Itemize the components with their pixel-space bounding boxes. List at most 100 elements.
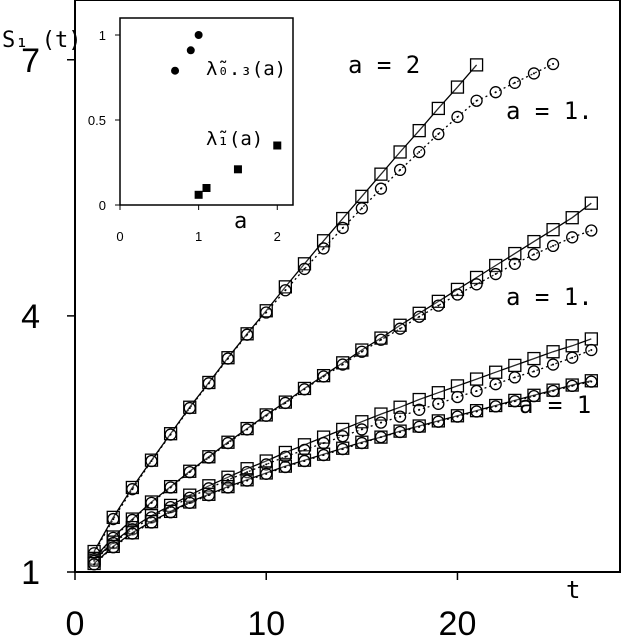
inset-frame (119, 17, 294, 206)
series-line (93, 380, 592, 565)
data-point-center (532, 395, 535, 398)
data-point-center (169, 511, 172, 514)
data-point-center (188, 407, 191, 410)
data-point (336, 211, 350, 226)
data-point-center (265, 472, 268, 475)
inset-data-point (194, 190, 203, 199)
data-point (584, 332, 598, 346)
data-point-center (341, 226, 344, 229)
inset-x-tick-label: 1 (195, 229, 202, 244)
data-point-center (360, 207, 363, 210)
data-point-center (322, 454, 325, 457)
x-tick-label: 0 (66, 605, 85, 643)
data-point-center (475, 283, 478, 286)
data-point-center (131, 518, 134, 521)
data-point-center (265, 414, 268, 417)
data-point (412, 392, 426, 407)
data-point (450, 80, 465, 94)
data-point-center (437, 420, 440, 423)
series-line (93, 380, 592, 564)
data-point-center (571, 236, 574, 239)
data-point-center (284, 455, 287, 458)
data-point-center (341, 363, 344, 366)
data-point-center (246, 479, 249, 482)
series-5 (87, 343, 598, 568)
data-point-center (532, 253, 535, 256)
data-point-center (571, 384, 574, 387)
data-point (278, 445, 293, 460)
series-annotation: a = 1 (519, 391, 591, 419)
data-point-center (456, 415, 459, 418)
data-point (565, 211, 579, 225)
data-point-center (188, 501, 191, 504)
data-point-center (150, 521, 153, 524)
data-point (469, 372, 484, 386)
data-point-center (379, 436, 382, 439)
data-point (546, 345, 560, 359)
data-point-center (131, 488, 134, 491)
data-point-center (150, 501, 153, 504)
data-point (584, 196, 598, 210)
data-point (489, 258, 503, 273)
data-point-center (112, 518, 115, 521)
x-tick-label: 10 (247, 605, 285, 643)
data-point-center (303, 388, 306, 391)
data-point-center (418, 150, 421, 153)
data-point-center (494, 273, 497, 276)
data-point-center (284, 289, 287, 292)
data-point-center (532, 72, 535, 75)
inset-x-tick-label: 0 (116, 229, 123, 244)
data-point-center (322, 375, 325, 378)
data-point-center (379, 338, 382, 341)
data-point-center (418, 408, 421, 411)
y-tick-label: 4 (21, 298, 40, 336)
inset-data-point (233, 165, 242, 174)
inset-x-tick-label: 2 (274, 229, 281, 244)
data-point-center (399, 415, 402, 418)
data-point-center (207, 382, 210, 385)
data-point-center (341, 435, 344, 438)
data-point-center (246, 471, 249, 474)
data-point-center (418, 315, 421, 318)
data-point-center (590, 229, 593, 232)
inset-legend-label-1: λ̃₁(a) (206, 128, 263, 150)
data-point-center (475, 410, 478, 413)
data-point-center (93, 563, 96, 566)
data-point-center (188, 471, 191, 474)
inset-data-point (186, 46, 195, 55)
data-point-center (284, 465, 287, 468)
data-point (393, 145, 407, 159)
data-point-center (399, 430, 402, 433)
data-point-center (399, 327, 402, 330)
data-point-center (169, 486, 172, 489)
data-point-center (150, 460, 153, 463)
inset-legend-label-0: λ̃₀.₃(a) (206, 58, 286, 80)
data-point-center (226, 357, 229, 360)
data-point-center (341, 448, 344, 451)
series-annotation: a = 1. (506, 283, 593, 311)
data-point-center (552, 390, 555, 393)
data-point (469, 58, 484, 72)
data-point-center (226, 442, 229, 445)
data-point-center (513, 376, 516, 379)
data-point-center (303, 267, 306, 270)
data-point (527, 234, 541, 249)
data-point-center (437, 304, 440, 307)
inset-x-axis-title: a (234, 209, 247, 234)
data-point-center (437, 402, 440, 405)
data-point-center (265, 463, 268, 466)
data-point-center (379, 187, 382, 190)
inset-data-point (194, 31, 203, 39)
data-point-center (552, 363, 555, 366)
data-point-center (552, 244, 555, 247)
data-point (508, 358, 522, 373)
series-1 (87, 57, 560, 560)
inset-data-point (171, 66, 180, 75)
data-point-center (590, 349, 593, 352)
data-point-center (207, 456, 210, 459)
data-point-center (246, 428, 249, 431)
data-point-center (475, 390, 478, 393)
data-point-center (169, 433, 172, 436)
y-tick-label: 7 (21, 42, 40, 80)
